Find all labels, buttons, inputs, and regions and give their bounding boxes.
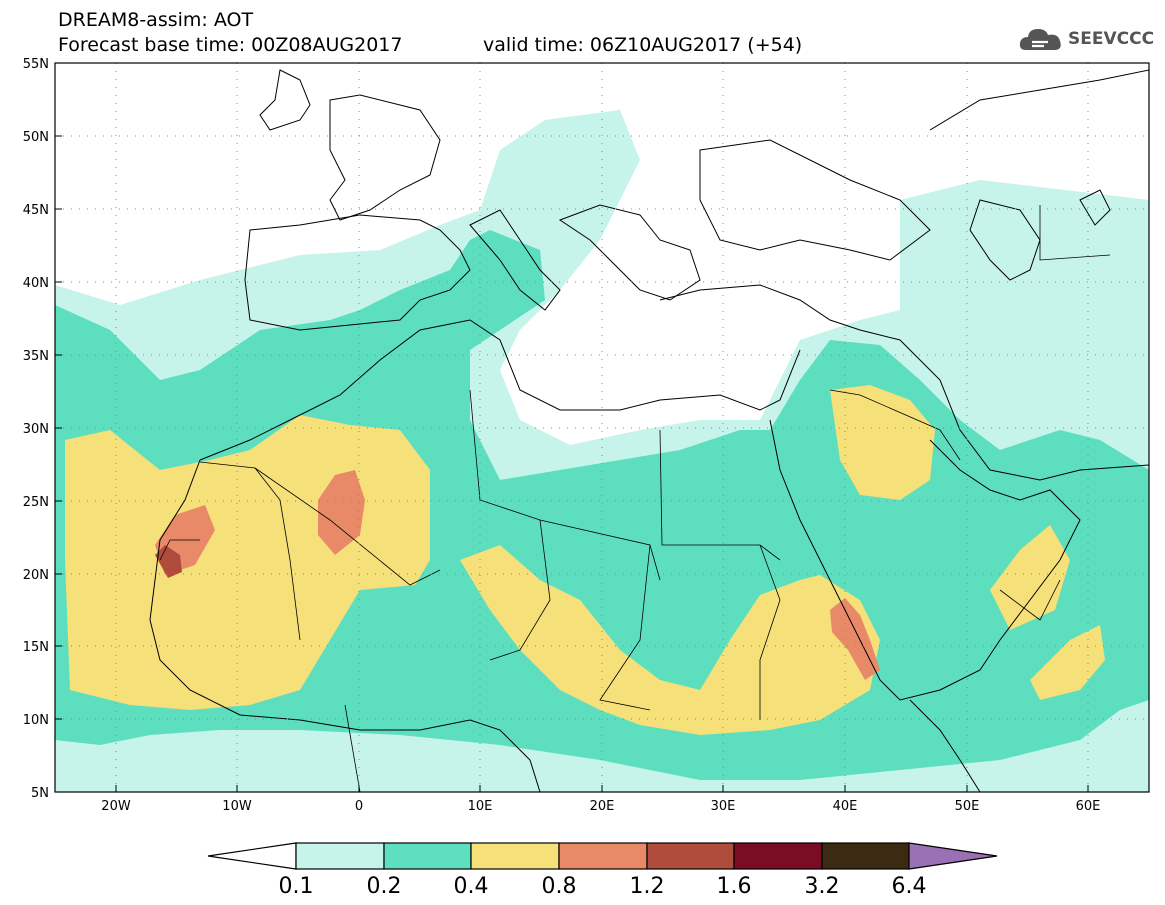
lat-label: 35N [23, 349, 49, 364]
aot-band-0.8-eritrea [830, 598, 880, 680]
lat-label: 5N [31, 786, 49, 801]
colorbar-under-arrow [207, 842, 297, 870]
lat-labels: 55N 50N 45N 40N 35N 30N 25N 20N 15N 10N … [23, 57, 49, 801]
lon-label: 60E [1076, 799, 1101, 814]
colorbar-swatch [295, 842, 385, 870]
colorbar-swatch [558, 842, 648, 870]
lon-label: 40E [833, 799, 858, 814]
lat-label: 30N [23, 422, 49, 437]
aot-band-0.4-east [460, 545, 880, 735]
lat-label: 40N [23, 276, 49, 291]
colorbar-label: 1.6 [717, 874, 752, 899]
borders [159, 205, 1111, 792]
lon-label: 20E [590, 799, 615, 814]
colorbar [207, 842, 998, 870]
colorbar-label: 0.2 [367, 874, 402, 899]
tick-marks [55, 62, 1089, 792]
lat-label: 20N [23, 568, 49, 583]
colorbar-label: 1.2 [630, 874, 665, 899]
colorbar-labels: 0.1 0.2 0.4 0.8 1.2 1.6 3.2 6.4 [279, 874, 927, 899]
aot-band-0.8-mali [318, 470, 365, 555]
aot-field [55, 110, 1149, 792]
colorbar-label: 0.4 [454, 874, 489, 899]
coastlines [149, 69, 1149, 792]
seevccc-logo: SEEVCCC [1018, 24, 1154, 54]
lat-label: 45N [23, 203, 49, 218]
lat-label: 10N [23, 713, 49, 728]
cloud-icon [1019, 29, 1061, 50]
lon-label: 20W [101, 799, 131, 814]
lat-label: 15N [23, 640, 49, 655]
lat-label: 50N [23, 130, 49, 145]
colorbar-swatch [646, 842, 735, 870]
title-base-time: Forecast base time: 00Z08AUG2017 [58, 34, 403, 56]
colorbar-swatch [470, 842, 560, 870]
lon-label: 10E [468, 799, 493, 814]
aot-band-0.4-arabia [830, 385, 935, 500]
aot-band-1.2 [155, 545, 182, 578]
colorbar-swatch [733, 842, 823, 870]
lon-labels: 20W 10W 0 10E 20E 30E 40E 50E 60E [101, 799, 1100, 814]
colorbar-swatch [821, 842, 910, 870]
aot-band-0.4-arabsea [1030, 625, 1105, 700]
aot-band-0.4-oman [990, 525, 1070, 630]
title-valid-time: valid time: 06Z10AUG2017 (+54) [483, 34, 803, 56]
lon-label: 30E [711, 799, 736, 814]
lon-label: 50E [955, 799, 980, 814]
colorbar-label: 0.8 [542, 874, 577, 899]
lon-label: 10W [222, 799, 252, 814]
lat-label: 55N [23, 57, 49, 72]
colorbar-label: 0.1 [279, 874, 314, 899]
lon-label: 0 [355, 799, 363, 814]
colorbar-label: 3.2 [805, 874, 840, 899]
colorbar-swatch [383, 842, 472, 870]
logo-text: SEEVCCC [1068, 29, 1155, 49]
colorbar-label: 6.4 [892, 874, 927, 899]
lat-label: 25N [23, 495, 49, 510]
title-product: DREAM8-assim: AOT [58, 9, 254, 31]
colorbar-over-arrow [908, 842, 998, 870]
